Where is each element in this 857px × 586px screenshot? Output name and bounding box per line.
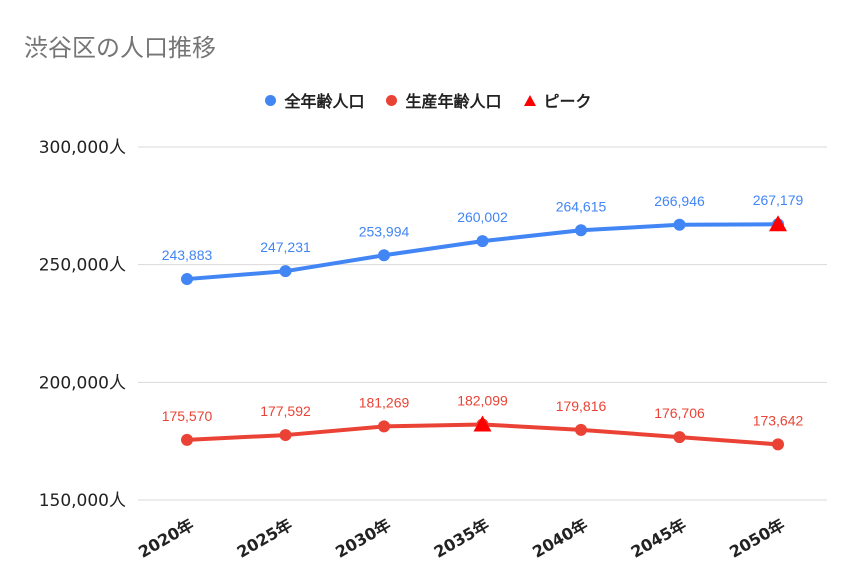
- chart-title: 渋谷区の人口推移: [24, 34, 216, 62]
- legend-label-working-age: 生産年齢人口: [405, 92, 502, 111]
- data-labels: 243,883 247,231 253,994 260,002 264,615 266,9…: [162, 192, 804, 428]
- x-tick-label: 2025年: [234, 515, 296, 562]
- data-point-working-age[interactable]: [378, 420, 390, 433]
- data-point-all-ages[interactable]: [181, 273, 193, 286]
- data-point-all-ages[interactable]: [476, 235, 489, 248]
- y-tick-label: 200,000人: [39, 373, 126, 393]
- x-axis: 2020年 2025年 2030年 2035年 2040年 2045年 2050年: [135, 515, 788, 562]
- legend-marker-all-ages: [265, 94, 277, 106]
- legend-entry-all-ages[interactable]: 全年齢人口: [265, 88, 364, 112]
- peak-markers: [473, 215, 787, 432]
- x-tick-label: 2030年: [332, 515, 394, 562]
- data-label-all-ages: 264,615: [556, 198, 607, 214]
- x-tick-label: 2045年: [628, 515, 690, 562]
- x-tick-label: 2020年: [135, 515, 197, 562]
- data-label-working-age: 176,706: [654, 405, 705, 421]
- data-point-all-ages[interactable]: [673, 218, 686, 231]
- legend-marker-peak: [523, 94, 536, 106]
- data-label-working-age: 179,816: [556, 398, 607, 414]
- peak-marker[interactable]: [769, 215, 787, 232]
- data-label-all-ages: 267,179: [753, 192, 804, 208]
- data-label-working-age: 173,642: [753, 412, 804, 428]
- data-label-working-age: 177,592: [260, 403, 311, 419]
- data-label-all-ages: 247,231: [260, 239, 311, 255]
- legend-label-peak: ピーク: [543, 92, 592, 111]
- data-label-all-ages: 260,002: [457, 209, 508, 225]
- data-label-working-age: 182,099: [457, 392, 508, 408]
- legend-marker-working-age: [386, 94, 398, 106]
- y-tick-label: 300,000人: [39, 138, 126, 158]
- data-point-working-age[interactable]: [181, 433, 193, 446]
- x-tick-label: 2040年: [529, 515, 591, 562]
- legend: 全年齢人口 生産年齢人口 ピーク: [0, 88, 857, 112]
- data-label-all-ages: 266,946: [654, 193, 705, 209]
- data-point-all-ages[interactable]: [575, 224, 587, 237]
- data-label-working-age: 181,269: [359, 394, 410, 410]
- data-label-working-age: 175,570: [162, 408, 213, 424]
- peak-marker[interactable]: [473, 415, 492, 432]
- data-point-working-age[interactable]: [673, 431, 686, 444]
- data-point-working-age[interactable]: [772, 438, 784, 451]
- y-tick-label: 150,000人: [39, 491, 126, 511]
- legend-label-all-ages: 全年齢人口: [284, 92, 365, 111]
- y-axis: 150,000人 200,000人 250,000人 300,000人: [39, 138, 126, 511]
- legend-entry-working-age[interactable]: 生産年齢人口: [386, 88, 502, 112]
- data-label-all-ages: 253,994: [359, 223, 410, 239]
- data-point-working-age[interactable]: [279, 429, 292, 442]
- data-point-all-ages[interactable]: [378, 249, 390, 262]
- data-point-all-ages[interactable]: [279, 265, 292, 278]
- grid: [138, 146, 827, 501]
- y-tick-label: 250,000人: [39, 256, 126, 276]
- x-tick-label: 2035年: [431, 515, 493, 562]
- x-tick-label: 2050年: [726, 515, 788, 562]
- data-label-all-ages: 243,883: [162, 247, 213, 263]
- legend-entry-peak[interactable]: ピーク: [523, 88, 592, 112]
- data-point-working-age[interactable]: [575, 423, 587, 436]
